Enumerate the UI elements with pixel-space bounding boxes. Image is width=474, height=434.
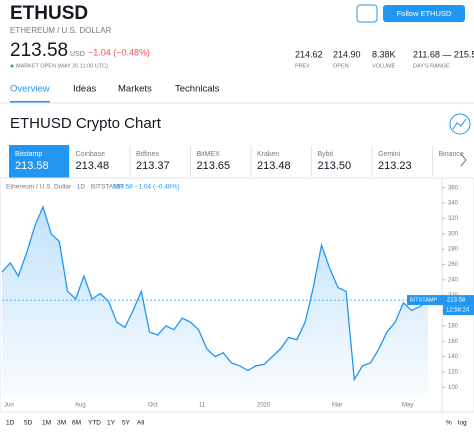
x-tick-label: 2020 <box>257 403 271 409</box>
exchange-price[interactable]: 213.37 <box>136 160 170 172</box>
stat-value: 211.68 — 215.55 <box>413 49 474 59</box>
y-tick-label: 340 <box>448 201 459 207</box>
exchange-name[interactable]: Binance <box>439 151 464 158</box>
tab-underline <box>10 101 50 103</box>
x-tick-label: Jun <box>4 403 14 409</box>
range-button[interactable]: 1D <box>6 420 15 427</box>
chart-icon <box>452 118 467 130</box>
exchange-name[interactable]: Coinbase <box>76 151 106 158</box>
x-tick-label: May <box>402 403 413 409</box>
y-tick-label: 120 <box>448 370 459 376</box>
exchange-price[interactable]: 213.48 <box>76 160 110 172</box>
stat-label: DAY'S RANGE <box>413 63 450 69</box>
y-tick-label: 260 <box>448 262 459 268</box>
range-button[interactable]: 5D <box>24 420 33 427</box>
stat-value: 214.62 <box>295 49 323 59</box>
symbol: ETHUSD <box>10 3 88 24</box>
y-tick-label: 300 <box>448 231 459 237</box>
y-tick-label: 320 <box>448 216 459 222</box>
last-price-box <box>407 295 474 306</box>
y-tick-label: 360 <box>448 185 459 191</box>
y-tick-label: 240 <box>448 277 459 283</box>
countdown: 12:58:24 <box>446 308 470 314</box>
area <box>2 206 428 395</box>
x-tick-label: Aug <box>75 403 86 409</box>
exchange-name[interactable]: Bybit <box>318 151 334 158</box>
x-tick-label: Oct <box>148 403 158 409</box>
tab[interactable]: Technicals <box>175 84 220 95</box>
symbol-name: ETHEREUM / U.S. DOLLAR <box>10 26 112 35</box>
exchange-name[interactable]: Gemini <box>378 151 401 158</box>
exchange-price[interactable]: 213.48 <box>257 160 291 172</box>
follow-label: Follow ETHUSD <box>397 9 452 18</box>
x-tick-label: Mar <box>332 403 342 409</box>
scroll-arrow[interactable] <box>460 153 467 167</box>
y-tick-label: 100 <box>448 385 459 391</box>
exchange-price[interactable]: 213.58 <box>15 160 49 172</box>
tab[interactable]: Markets <box>118 84 152 95</box>
stat-value: 214.90 <box>333 49 361 59</box>
range-button[interactable]: 1Y <box>107 420 116 427</box>
exchange-name[interactable]: Kraken <box>257 151 279 158</box>
status-dot <box>10 64 14 68</box>
exchange-price[interactable]: 213.65 <box>197 160 231 172</box>
follow-button[interactable] <box>383 5 465 22</box>
stat-label: OPEN <box>333 63 349 69</box>
stat-label: VOLUME <box>372 63 396 69</box>
section-title: ETHUSD Crypto Chart <box>10 115 162 132</box>
scale-button[interactable]: log <box>458 420 467 427</box>
price-line <box>1 205 429 382</box>
scale-button[interactable]: % <box>446 420 452 427</box>
y-tick-label: 140 <box>448 354 459 360</box>
y-tick-label: 280 <box>448 247 459 253</box>
tab[interactable]: Ideas <box>73 84 96 95</box>
exchange-price[interactable]: 213.23 <box>378 160 412 172</box>
range-button[interactable]: 6M <box>72 420 81 427</box>
currency: USD <box>70 51 85 58</box>
range-button[interactable]: YTD <box>88 420 101 427</box>
stat-value: 8.38K <box>372 49 396 59</box>
range-button[interactable]: 5Y <box>122 420 131 427</box>
exchange-price[interactable]: 213.50 <box>318 160 352 172</box>
x-tick-label: 11 <box>199 403 206 409</box>
range-button[interactable]: 3M <box>57 420 66 427</box>
chart-legend: Ethereum / U.S. Dollar · 1D · BITSTAMP <box>6 184 123 191</box>
exchange-name[interactable]: BitMEX <box>197 151 221 158</box>
alert-button[interactable] <box>356 4 378 23</box>
range-button[interactable]: 1M <box>42 420 51 427</box>
stat-label: PREV <box>295 63 310 69</box>
range-button[interactable]: All <box>137 420 145 427</box>
exchange-name[interactable]: Bitfinex <box>136 151 159 158</box>
exchange-active[interactable] <box>9 145 69 178</box>
change: −1.04 (−0.48%) <box>88 47 150 57</box>
tab[interactable]: Overview <box>10 84 50 95</box>
price: 213.58 <box>10 40 68 61</box>
exchange-name[interactable]: Bitstamp <box>15 151 42 158</box>
chart-button[interactable] <box>449 113 471 135</box>
last-price-label: 213.58 <box>447 298 466 304</box>
chart-legend-price: 213.58 −1.04 (−0.48%) <box>113 184 180 191</box>
y-tick-label: 180 <box>448 323 459 329</box>
last-price-source: BITSTAMP <box>410 298 437 304</box>
countdown-box <box>443 305 474 316</box>
y-tick-label: 160 <box>448 339 459 345</box>
status: MARKET OPEN (MAY 20 11:00 UTC) <box>16 63 108 69</box>
